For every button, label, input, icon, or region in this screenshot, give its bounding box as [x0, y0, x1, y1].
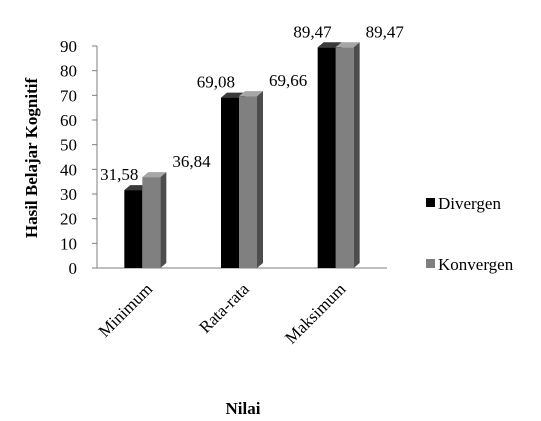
bar-side [257, 91, 263, 268]
bar-side [353, 42, 360, 268]
legend-item-konvergen: Konvergen [426, 255, 514, 274]
bar-front [142, 177, 161, 268]
legend-swatch [426, 259, 435, 268]
data-label-divergen-rata-rata: 69,08 [197, 73, 235, 92]
bar-side [160, 172, 167, 268]
bar-top [317, 42, 342, 48]
data-label-konvergen-minimum: 36,84 [172, 152, 211, 171]
bar-konvergen-rata-rata [239, 91, 263, 268]
x-category-label: Maksimum [281, 279, 349, 347]
bar-front [124, 190, 143, 268]
bar-top [239, 91, 263, 97]
bar-front [239, 96, 257, 268]
legend-item-divergen: Divergen [426, 194, 501, 213]
x-axis-categories: Minimum Rata-rata Maksimum [95, 279, 350, 348]
y-tick-label: 10 [60, 234, 77, 253]
y-axis-ticks: 0 10 20 30 40 50 60 70 80 90 [60, 37, 97, 278]
y-tick-label: 50 [60, 136, 77, 155]
y-axis-title: Hasil Belajar Kognitif [22, 78, 41, 239]
legend-label: Divergen [438, 194, 501, 213]
data-label-divergen-minimum: 31,58 [100, 165, 138, 184]
legend: Divergen Konvergen [426, 194, 514, 274]
y-tick-label: 70 [60, 86, 77, 105]
y-tick-label: 60 [60, 111, 77, 130]
bar-konvergen-minimum [142, 172, 167, 268]
y-tick-label: 20 [60, 210, 77, 229]
bars [124, 42, 360, 269]
y-tick-label: 30 [60, 185, 77, 204]
bar-front [335, 47, 354, 268]
bar-top [142, 172, 167, 178]
x-axis-title: Nilai [226, 399, 261, 418]
data-label-divergen-maksimum: 89,47 [293, 22, 332, 41]
y-tick-label: 90 [60, 37, 77, 56]
x-category-label: Rata-rata [195, 279, 253, 337]
data-label-konvergen-maksimum: 89,47 [366, 22, 405, 41]
bar-front [221, 97, 239, 269]
x-category-label: Minimum [95, 279, 157, 341]
legend-label: Konvergen [438, 255, 514, 274]
bar-top [335, 42, 360, 48]
y-tick-label: 40 [60, 160, 77, 179]
data-label-konvergen-rata-rata: 69,66 [269, 71, 307, 90]
bar-konvergen-maksimum [335, 42, 360, 268]
data-labels: 31,58 36,84 69,08 69,66 89,47 89,47 [100, 22, 404, 184]
y-tick-label: 80 [60, 62, 77, 81]
bar-front [317, 47, 336, 268]
y-tick-label: 0 [69, 259, 78, 278]
legend-swatch [426, 198, 435, 207]
